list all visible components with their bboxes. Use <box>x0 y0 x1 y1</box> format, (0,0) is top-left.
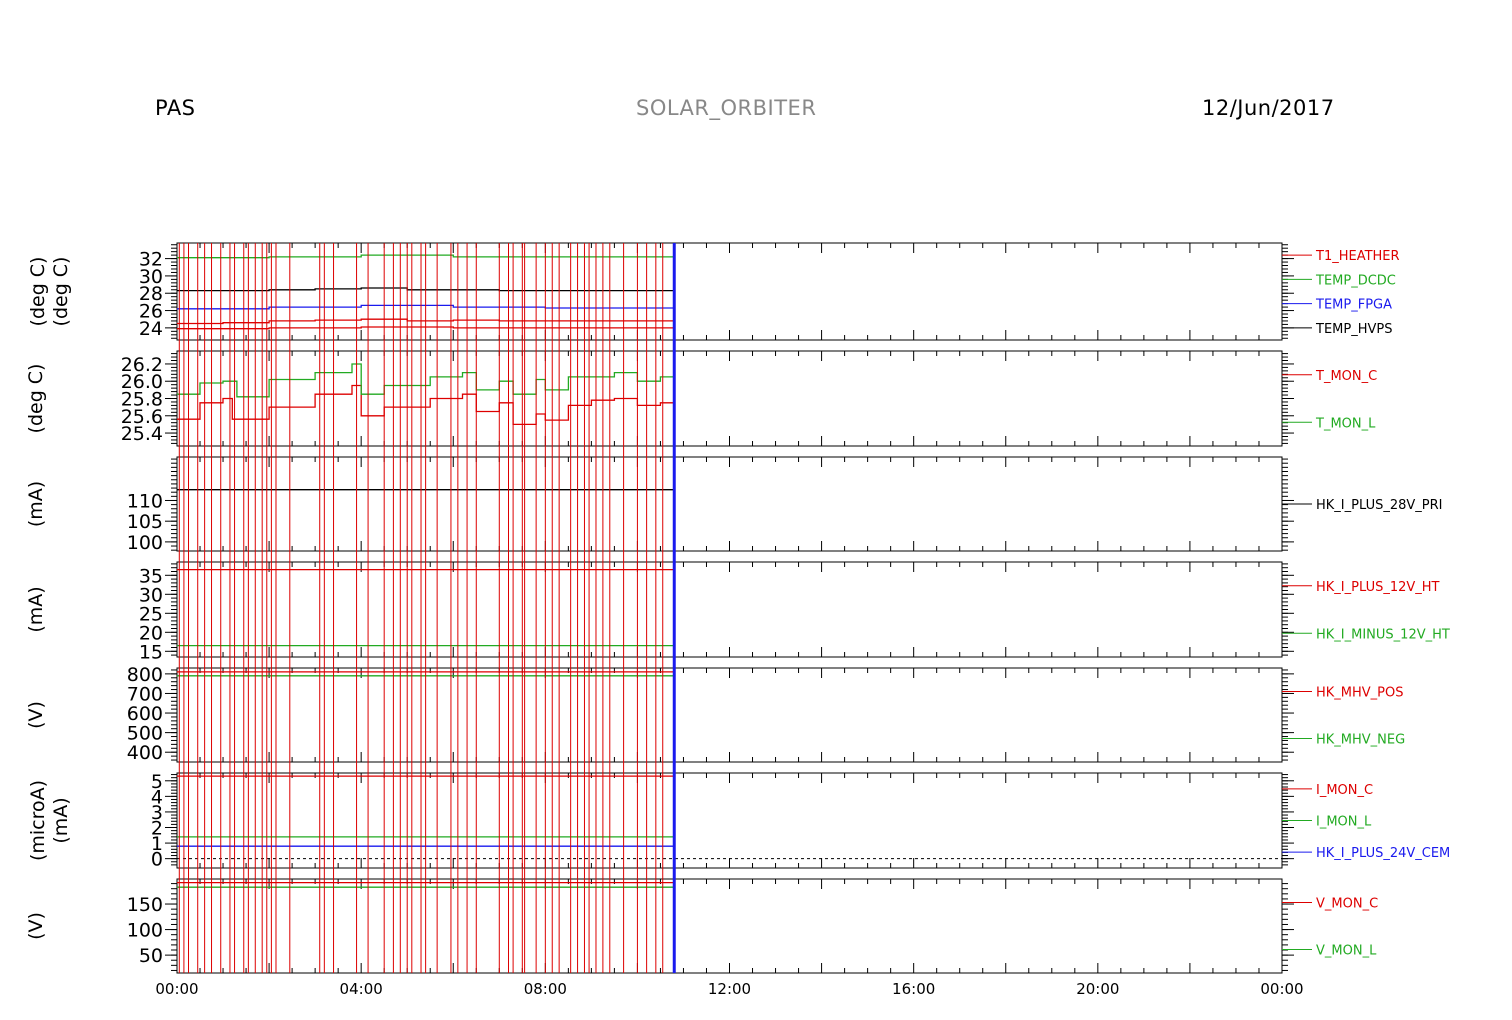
series-label: I_MON_L <box>1316 815 1372 830</box>
series-label: TEMP_FPGA <box>1315 298 1392 313</box>
y-axis-label: (deg C) <box>25 364 47 434</box>
y-tick-label: 105 <box>127 511 163 533</box>
y-axis-label: (mA) <box>25 586 47 632</box>
x-tick-label: 04:00 <box>340 980 383 998</box>
y-tick-label: 24 <box>139 318 163 340</box>
y-tick-label: 35 <box>139 565 163 587</box>
panel-frame <box>176 667 1283 763</box>
y-tick-label: 4 <box>151 786 163 808</box>
panel-frame <box>176 350 1283 447</box>
x-tick-label: 00:00 <box>155 980 198 998</box>
x-tick-label: 00:00 <box>1260 980 1303 998</box>
series-label: HK_I_PLUS_28V_PRI <box>1316 498 1442 513</box>
x-tick-label: 12:00 <box>708 980 751 998</box>
series-label: T_MON_L <box>1315 416 1376 431</box>
y-tick-label: 25.6 <box>121 406 163 428</box>
y-tick-label: 25.8 <box>121 389 163 411</box>
y-tick-label: 25 <box>139 603 163 625</box>
y-axis-label: (mA) <box>25 481 47 527</box>
y-tick-label: 3 <box>151 802 163 824</box>
y-axis-label: (V) <box>25 701 47 729</box>
y-tick-label: 26.0 <box>121 371 163 393</box>
y-tick-label: 30 <box>139 266 163 288</box>
series-label: HK_I_PLUS_12V_HT <box>1316 580 1440 595</box>
y-tick-label: 150 <box>127 894 163 916</box>
x-tick-label: 08:00 <box>524 980 567 998</box>
y-tick-label: 32 <box>139 249 163 271</box>
series-label: V_MON_C <box>1316 897 1378 912</box>
y-tick-label: 100 <box>127 920 163 942</box>
y-tick-label: 800 <box>127 664 163 686</box>
series-label: TEMP_HVPS <box>1315 322 1392 337</box>
y-tick-label: 26 <box>139 301 163 323</box>
y-axis-label-secondary: (deg C) <box>50 257 72 327</box>
series-label: HK_I_PLUS_24V_CEM <box>1316 846 1450 861</box>
y-tick-label: 50 <box>139 945 163 967</box>
y-tick-label: 700 <box>127 683 163 705</box>
panel-2: 25.425.625.826.026.2 (deg C) T_MON_C T_MON_… <box>25 350 1377 447</box>
y-tick-label: 0 <box>151 849 163 871</box>
date-label: 12/Jun/2017 <box>1202 96 1335 120</box>
series-label: TEMP_DCDC <box>1315 273 1396 288</box>
y-tick-label: 20 <box>139 622 163 644</box>
y-tick-label: 5 <box>151 771 163 793</box>
y-tick-label: 2 <box>151 818 163 840</box>
x-tick-label: 16:00 <box>892 980 935 998</box>
y-tick-label: 400 <box>127 742 163 764</box>
series-label: T1_HEATHER <box>1315 249 1400 264</box>
y-tick-label: 110 <box>127 490 163 512</box>
y-tick-label: 25.4 <box>121 423 163 445</box>
y-tick-label: 1 <box>151 833 163 855</box>
series-label: V_MON_L <box>1316 944 1377 959</box>
y-axis-label-secondary: (mA) <box>50 797 72 843</box>
y-axis-label: (microA) <box>27 780 49 861</box>
y-axis-label: (deg C) <box>27 257 49 327</box>
panel-frame <box>176 456 1283 552</box>
series-line <box>177 304 675 310</box>
event-markers <box>178 243 676 973</box>
y-tick-label: 28 <box>139 283 163 305</box>
y-tick-label: 500 <box>127 723 163 745</box>
series-line <box>177 363 675 398</box>
series-label: HK_MHV_POS <box>1316 686 1404 701</box>
y-tick-label: 26.2 <box>121 354 163 376</box>
series-label: HK_MHV_NEG <box>1316 733 1405 748</box>
x-tick-label: 20:00 <box>1076 980 1119 998</box>
series-label: HK_I_MINUS_12V_HT <box>1316 627 1450 642</box>
mission-label: SOLAR_ORBITER <box>636 96 817 120</box>
series-label: I_MON_C <box>1316 783 1373 798</box>
panel-frame <box>176 561 1283 658</box>
panel-frame <box>176 878 1283 974</box>
panel-frame <box>176 772 1283 869</box>
instrument-label: PAS <box>155 96 196 120</box>
series-label: T_MON_C <box>1315 369 1377 384</box>
panel-7: 50 100 150 (V) V_MON_C V_MON_L <box>25 878 1378 974</box>
y-tick-label: 600 <box>127 703 163 725</box>
y-tick-label: 30 <box>139 584 163 606</box>
y-tick-label: 100 <box>127 532 163 554</box>
y-tick-label: 15 <box>139 641 163 663</box>
y-axis-label: (V) <box>25 912 47 940</box>
